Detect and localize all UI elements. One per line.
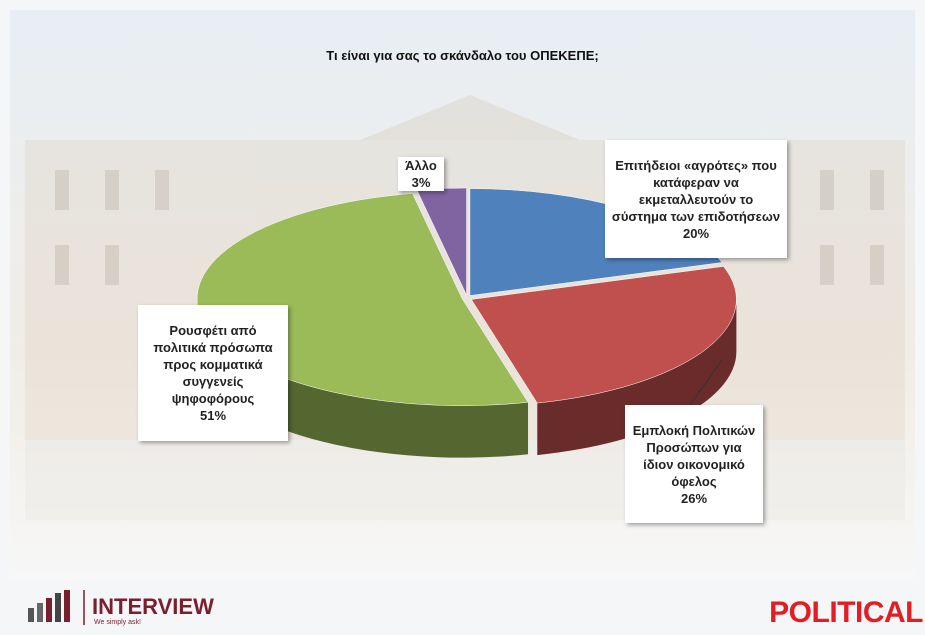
- chart-title: Τι είναι για σας το σκάνδαλο του ΟΠΕΚΕΠΕ…: [326, 48, 599, 63]
- logo-text: POLITICAL: [769, 596, 923, 629]
- data-label: Ρουσφέτι από πολιτικά πρόσωπα προς κομμα…: [138, 305, 288, 441]
- category-label: Εμπλοκή Πολιτικών Προσώπων για ίδιον οικ…: [632, 422, 756, 489]
- category-label: Άλλο: [405, 158, 437, 173]
- data-label: Άλλο 3%: [398, 157, 444, 191]
- windows: [55, 170, 884, 285]
- data-label: Εμπλοκή Πολιτικών Προσώπων για ίδιον οικ…: [625, 405, 763, 523]
- category-label: Ρουσφέτι από πολιτικά πρόσωπα προς κομμα…: [153, 323, 273, 406]
- value-label: 20%: [682, 225, 710, 241]
- logo-icon: [28, 590, 85, 625]
- slice: [470, 266, 737, 404]
- value-label: 51%: [199, 408, 227, 423]
- value-label: 26%: [680, 490, 708, 506]
- category-label: Επιτήδειοι «αγρότες» που κατάφεραν να εκ…: [611, 157, 781, 224]
- background: [10, 10, 915, 580]
- logo-text: INTERVIEW: [92, 594, 214, 619]
- leader-line: [689, 359, 723, 406]
- logo-tagline: We simply ask!: [94, 619, 141, 626]
- slice-side: [537, 299, 737, 456]
- value-label: 3%: [411, 175, 431, 190]
- data-label: Επιτήδειοι «αγρότες» που κατάφεραν να εκ…: [605, 140, 787, 258]
